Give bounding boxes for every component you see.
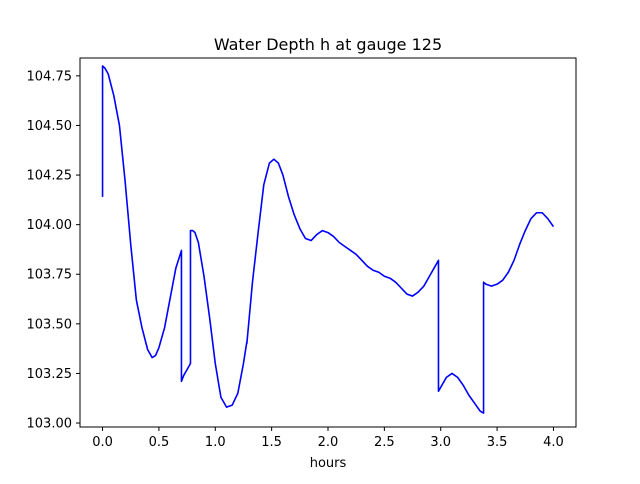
y-tick-label: 104.00	[27, 218, 73, 233]
y-axis-ticks: 103.00 103.25 103.50 103.75 104.00 104.25 104.…	[27, 69, 80, 432]
x-axis-label: hours	[310, 456, 347, 471]
y-tick-label: 104.75	[27, 69, 73, 84]
x-tick-label: 4.0	[543, 435, 564, 450]
plot-area-frame	[79, 57, 577, 428]
y-tick-label: 104.50	[27, 119, 73, 134]
x-tick-label: 1.5	[261, 435, 282, 450]
y-tick-label: 103.50	[27, 317, 73, 332]
y-tick-label: 104.25	[27, 169, 73, 184]
water-depth-line	[101, 65, 555, 414]
y-tick-label: 103.25	[27, 367, 73, 382]
x-tick-label: 0.5	[149, 435, 170, 450]
x-axis-ticks: 0.0 0.5 1.0 1.5 2.0 2.5 3.0 3.5 4.0	[92, 427, 564, 450]
x-tick-label: 3.0	[430, 435, 451, 450]
x-tick-label: 2.5	[374, 435, 395, 450]
y-tick-label: 103.00	[27, 417, 73, 432]
x-tick-label: 0.0	[92, 435, 113, 450]
x-tick-label: 2.0	[318, 435, 339, 450]
x-tick-label: 3.5	[487, 435, 508, 450]
y-tick-label: 103.75	[27, 268, 73, 283]
x-tick-label: 1.0	[205, 435, 226, 450]
chart-title: Water Depth h at gauge 125	[214, 35, 442, 54]
